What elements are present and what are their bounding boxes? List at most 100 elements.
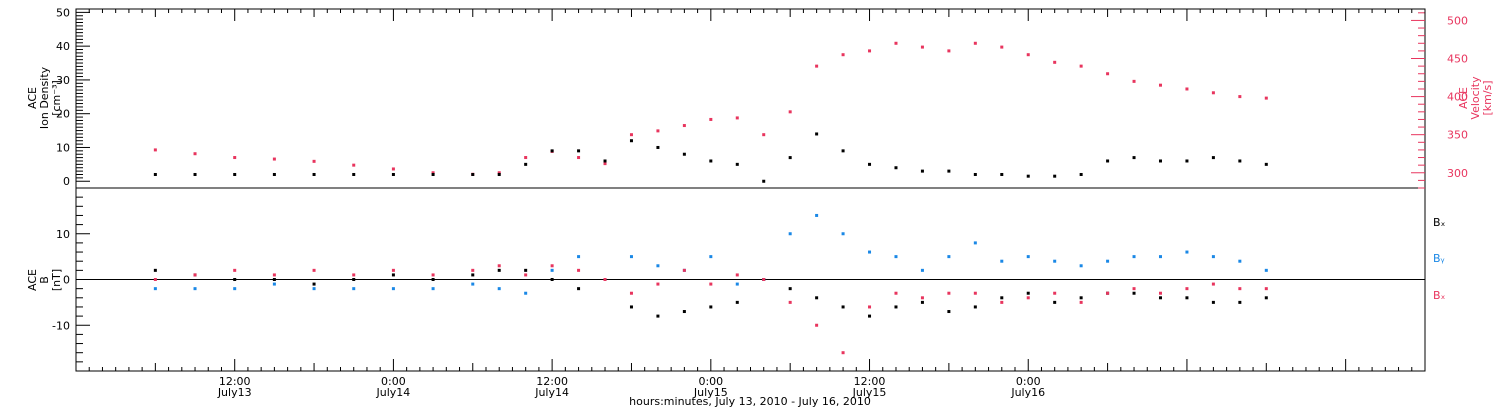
velocity-point <box>193 152 197 156</box>
density-point <box>629 139 633 143</box>
x-tick-label-time: 12:00 <box>536 375 568 388</box>
bz-point <box>153 278 157 281</box>
density-point <box>272 172 276 176</box>
bx-point <box>312 282 316 286</box>
bx-point <box>233 278 237 281</box>
bx-point <box>868 314 872 318</box>
velocity-point <box>1132 79 1136 83</box>
bz-point <box>1079 300 1083 304</box>
velocity-point <box>815 64 819 68</box>
velocity-point <box>1185 87 1189 91</box>
density-point <box>431 172 435 176</box>
bz-point <box>431 273 435 277</box>
density-point <box>973 172 977 176</box>
top-left-axis-label: ACE Ion Density [cm⁻³] <box>26 66 63 129</box>
bx-point <box>973 305 977 309</box>
density-point <box>815 132 819 136</box>
bz-point <box>1238 287 1242 291</box>
by-point <box>471 282 475 286</box>
bx-point <box>841 305 845 309</box>
bx-point <box>471 273 475 277</box>
bx-point <box>709 305 713 309</box>
density-point <box>1000 172 1004 176</box>
bz-point <box>272 273 276 277</box>
bz-point <box>841 351 845 355</box>
by-point <box>1185 250 1189 254</box>
by-point <box>1132 255 1136 259</box>
legend-by: Bᵧ <box>1433 252 1445 265</box>
density-point <box>153 172 157 176</box>
x-tick-label-time: 12:00 <box>854 375 886 388</box>
bz-point <box>1106 291 1110 295</box>
by-point <box>233 287 237 291</box>
by-point <box>577 255 581 259</box>
bz-point <box>788 300 792 304</box>
by-point <box>1000 259 1004 263</box>
velocity-point <box>629 133 633 137</box>
bx-point <box>1000 296 1004 300</box>
top-right-tick-label: 500 <box>1447 14 1468 27</box>
top-right-tick-label: 300 <box>1447 167 1468 180</box>
x-tick-label-day: July14 <box>534 386 569 399</box>
top-left-tick-label: 0 <box>63 175 70 188</box>
by-point <box>352 287 356 291</box>
density-point <box>1132 156 1136 160</box>
bz-point <box>762 278 766 281</box>
bz-point <box>868 305 872 309</box>
top-left-tick-label: 20 <box>56 108 70 121</box>
top-right-label-line2: Velocity <box>1469 76 1482 120</box>
bz-point <box>1264 287 1268 291</box>
velocity-point <box>735 116 739 120</box>
top-left-tick-label: 50 <box>56 6 70 19</box>
by-point <box>947 255 951 259</box>
velocity-point <box>153 148 157 152</box>
bx-point <box>1053 300 1057 304</box>
bx-point <box>815 296 819 300</box>
velocity-point <box>656 129 660 133</box>
top-right-axis-label: ACE Velocity [km/s] <box>1457 76 1494 120</box>
bz-point <box>656 282 660 286</box>
velocity-point <box>947 49 951 53</box>
velocity-point <box>1079 64 1083 68</box>
bx-point <box>524 268 528 272</box>
bx-point <box>431 278 435 281</box>
velocity-point <box>1000 45 1004 49</box>
velocity-point <box>762 133 766 137</box>
bz-point <box>1000 300 1004 304</box>
by-point <box>1106 259 1110 263</box>
velocity-point <box>431 171 435 175</box>
bx-point <box>1185 296 1189 300</box>
by-point <box>312 287 316 291</box>
by-point <box>735 282 739 286</box>
bottom-left-tick-label: 10 <box>56 228 70 241</box>
bx-point <box>735 300 739 304</box>
tick-layer: 01020304050300350400450500-1001012:00Jul… <box>52 6 1468 399</box>
bz-point <box>497 264 501 268</box>
by-point <box>841 232 845 236</box>
x-tick-label-time: 12:00 <box>219 375 251 388</box>
velocity-point <box>312 159 316 163</box>
velocity-point <box>868 49 872 53</box>
bz-point <box>735 273 739 277</box>
density-point <box>682 152 686 156</box>
by-point <box>709 255 713 259</box>
x-tick-label-day: July15 <box>852 386 887 399</box>
x-tick-label-day: July15 <box>693 386 728 399</box>
bx-point <box>656 314 660 318</box>
bz-point <box>682 268 686 272</box>
density-point <box>1053 174 1057 178</box>
bz-point <box>1053 291 1057 295</box>
density-point <box>471 172 475 176</box>
density-point <box>233 172 237 176</box>
by-point <box>272 282 276 286</box>
density-point <box>947 169 951 173</box>
velocity-point <box>497 171 501 175</box>
density-point <box>1158 159 1162 163</box>
by-point <box>920 268 924 272</box>
bottom-left-label-line3: [nT] <box>50 269 63 291</box>
bz-point <box>894 291 898 295</box>
bx-point <box>1079 296 1083 300</box>
bz-point <box>1185 287 1189 291</box>
by-point <box>431 287 435 291</box>
